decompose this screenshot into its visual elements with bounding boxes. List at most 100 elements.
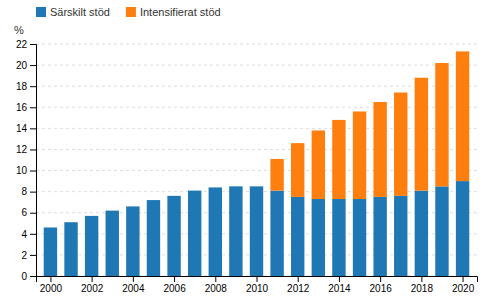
x-tick: 2020 [452, 276, 475, 294]
legend-label: Särskilt stöd [50, 6, 110, 18]
bar [147, 200, 160, 276]
y-tick-mark [30, 171, 36, 172]
y-tick: 14 [16, 123, 36, 134]
x-tick-mark [463, 276, 464, 282]
bar [291, 197, 304, 276]
y-tick-label: 8 [21, 186, 27, 197]
bar [456, 51, 469, 181]
x-tick: 2000 [40, 276, 63, 294]
x-axis-line [37, 277, 478, 283]
y-tick-mark [30, 213, 36, 214]
bar [312, 130, 325, 199]
y-tick-label: 22 [16, 39, 28, 50]
bar [415, 191, 428, 276]
x-tick: 2006 [163, 276, 186, 294]
x-tick-mark [298, 276, 299, 282]
bar [167, 196, 180, 276]
y-tick-label: 2 [21, 250, 27, 261]
bar [147, 200, 160, 201]
x-tick-label: 2018 [411, 283, 434, 294]
y-tick: 0 [21, 271, 36, 282]
y-tick: 18 [16, 81, 36, 92]
grid-line [36, 149, 477, 150]
y-tick-mark [30, 128, 36, 129]
bar [353, 111, 366, 199]
bars [44, 51, 470, 276]
x-tick: 2002 [81, 276, 104, 294]
bar [353, 199, 366, 276]
bar [106, 210, 119, 211]
y-tick: 12 [16, 144, 36, 155]
y-tick: 22 [16, 39, 36, 50]
x-tick: 2018 [411, 276, 434, 294]
x-tick: 2004 [122, 276, 145, 294]
bar [435, 63, 448, 186]
bar [167, 195, 180, 196]
x-tick-mark [421, 276, 422, 282]
bar [44, 227, 57, 228]
y-tick-label: 12 [16, 144, 28, 155]
y-tick-mark [30, 149, 36, 150]
x-tick-label: 2006 [163, 283, 186, 294]
bar [415, 78, 428, 191]
y-tick-label: 18 [16, 81, 28, 92]
bar [250, 186, 263, 187]
x-tick: 2012 [287, 276, 310, 294]
x-tick-label: 2008 [205, 283, 228, 294]
bar [229, 186, 242, 276]
y-tick: 2 [21, 250, 36, 261]
bar [270, 191, 283, 276]
bar [209, 187, 222, 276]
bar [291, 143, 304, 197]
bar [332, 199, 345, 276]
y-tick: 8 [21, 186, 36, 197]
y-tick: 20 [16, 60, 36, 71]
x-axis: 2000200220042006200820102012201420162018… [37, 276, 478, 294]
bar [250, 186, 263, 276]
y-tick-mark [30, 234, 36, 235]
y-tick-mark [30, 255, 36, 256]
bar [394, 93, 407, 196]
x-tick-mark [92, 276, 93, 282]
bar [64, 222, 77, 276]
x-tick-label: 2010 [246, 283, 269, 294]
bar [435, 186, 448, 276]
y-tick-label: 6 [21, 207, 27, 218]
legend-item: Särskilt stöd [36, 6, 110, 18]
x-tick: 2010 [246, 276, 269, 294]
x-tick-label: 2016 [370, 283, 393, 294]
y-axis: 0246810121416182022 [16, 39, 37, 282]
x-tick-mark [380, 276, 381, 282]
bar [126, 206, 139, 207]
bar [85, 215, 98, 216]
y-tick-label: 16 [16, 102, 28, 113]
y-tick-label: 14 [16, 123, 28, 134]
bar [188, 190, 201, 191]
y-tick-mark [30, 65, 36, 66]
chart: 2000200220042006200820102012201420162018… [0, 0, 491, 302]
grid-line [36, 107, 477, 108]
x-tick-label: 2002 [81, 283, 104, 294]
x-tick-mark [215, 276, 216, 282]
bar [456, 181, 469, 276]
x-tick-mark [133, 276, 134, 282]
bar [312, 199, 325, 276]
bar-series [270, 51, 469, 199]
y-tick-mark [30, 107, 36, 108]
x-tick-label: 2000 [40, 283, 63, 294]
x-tick-mark [174, 276, 175, 282]
x-tick-mark [50, 276, 51, 282]
legend: Särskilt stöd Intensifierat stöd [36, 6, 221, 18]
legend-label: Intensifierat stöd [140, 6, 221, 18]
y-tick-label: 0 [21, 271, 27, 282]
bar [229, 186, 242, 187]
bar [373, 197, 386, 276]
legend-swatch [126, 7, 136, 17]
grid-line [36, 86, 477, 87]
y-tick-mark [30, 86, 36, 87]
y-tick-mark [30, 44, 36, 45]
x-tick-label: 2012 [287, 283, 310, 294]
y-tick-label: 20 [16, 60, 28, 71]
grid-line [36, 65, 477, 66]
y-tick-label: 4 [21, 229, 27, 240]
